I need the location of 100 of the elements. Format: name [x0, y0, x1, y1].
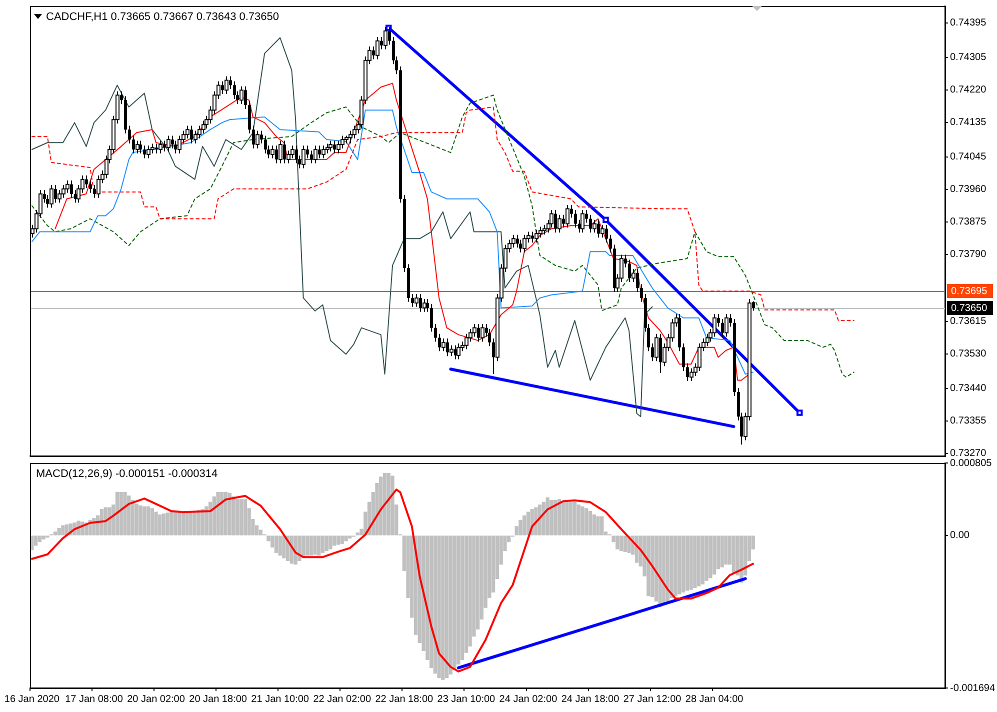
x-tick-label: 17 Jan 08:00	[65, 694, 124, 705]
bar	[177, 512, 182, 536]
point	[796, 410, 803, 416]
bar	[305, 536, 310, 556]
ref-line-label: 0.73695	[951, 286, 988, 297]
bar	[616, 536, 620, 550]
point	[602, 216, 609, 224]
y-tick-label: 0.73875	[950, 216, 987, 228]
candlestick	[574, 209, 577, 228]
bar	[228, 492, 232, 536]
bar	[379, 476, 383, 536]
x-tick-label: 20 Jan 18:00	[189, 694, 248, 705]
bar	[146, 506, 150, 536]
bar	[650, 536, 654, 598]
bar	[340, 536, 344, 544]
bar	[518, 520, 522, 536]
bar	[216, 492, 220, 536]
bar	[115, 492, 120, 536]
bar	[732, 536, 736, 573]
bar	[181, 512, 185, 536]
candlestick	[488, 328, 491, 347]
bar	[681, 536, 686, 593]
chart-title: CADCHF,H1 0.73665 0.73667 0.73643 0.73650	[46, 11, 280, 24]
bar	[623, 536, 627, 552]
bar	[557, 499, 562, 536]
bar	[348, 536, 352, 539]
line-series	[31, 94, 854, 378]
bar	[142, 506, 146, 536]
bar	[108, 507, 112, 536]
bar	[192, 510, 197, 536]
candlestick	[640, 284, 643, 302]
y-tick-label: 0.00	[950, 530, 970, 542]
bar	[448, 536, 452, 674]
bar	[569, 502, 573, 536]
text: MACD(12,26,9) -0.000151 -0.000314	[36, 468, 218, 480]
bar	[162, 514, 166, 536]
y-tick-label: -0.001694	[950, 682, 996, 694]
bar	[243, 499, 248, 536]
bar	[572, 502, 577, 536]
bar	[61, 525, 65, 536]
y-tick-label: 0.74305	[950, 52, 987, 64]
bar	[344, 536, 348, 542]
bar	[134, 504, 138, 536]
bar	[356, 532, 360, 536]
bar	[336, 536, 340, 545]
x-tick-label: 28 Jan 04:00	[685, 694, 744, 705]
bar	[592, 514, 596, 536]
bar	[666, 536, 670, 602]
ref-line-label: 0.73650	[951, 302, 988, 314]
x-tick-label: 24 Jan 02:00	[499, 694, 558, 705]
candlestick	[139, 140, 142, 154]
y-tick-label: 0.73355	[950, 416, 987, 427]
x-tick-label: 27 Jan 12:00	[623, 694, 682, 705]
bar	[696, 536, 701, 586]
bar	[600, 516, 604, 536]
bar	[433, 536, 437, 674]
bar	[522, 515, 526, 536]
y-tick-label: 0.74045	[950, 152, 987, 163]
y-tick-label: 0.74135	[950, 117, 987, 128]
candlestick	[434, 323, 437, 342]
bar	[282, 536, 286, 558]
x-tick-label: 24 Jan 18:00	[561, 694, 620, 705]
candlestick	[682, 343, 685, 372]
bar	[526, 512, 530, 536]
bar	[685, 536, 689, 591]
bar	[239, 499, 244, 536]
bar	[390, 476, 394, 536]
bar	[298, 536, 302, 562]
candlestick	[89, 180, 92, 194]
bar	[646, 536, 650, 596]
candlestick	[128, 125, 131, 144]
candlestick	[609, 234, 612, 253]
bar	[444, 536, 449, 678]
bar	[274, 536, 278, 553]
bar	[224, 492, 228, 536]
y-tick-label: 0.74220	[950, 84, 987, 96]
y-tick-label: 0.73615	[950, 316, 987, 328]
bar	[38, 536, 42, 542]
bar	[700, 536, 705, 584]
bar	[588, 510, 592, 536]
bar	[328, 536, 332, 550]
x-tick-label: 22 Jan 18:00	[375, 694, 434, 705]
bar	[127, 496, 131, 536]
bar	[212, 496, 216, 536]
x-tick-label: 22 Jan 02:00	[313, 694, 372, 705]
bar	[53, 532, 58, 536]
bar	[320, 536, 325, 553]
bar	[166, 512, 170, 536]
x-tick-label: 20 Jan 02:00	[127, 694, 186, 705]
bar	[150, 508, 154, 536]
x-tick-label: 21 Jan 10:00	[251, 694, 310, 705]
bar	[382, 473, 387, 536]
y-tick-label: 0.73960	[950, 184, 987, 196]
bar	[554, 500, 558, 536]
bar	[57, 528, 61, 536]
y-tick-label: 0.73440	[950, 383, 987, 394]
y-tick-label: 0.74395	[950, 18, 987, 29]
bar	[658, 536, 662, 607]
bar	[670, 536, 674, 598]
bar	[712, 536, 716, 575]
